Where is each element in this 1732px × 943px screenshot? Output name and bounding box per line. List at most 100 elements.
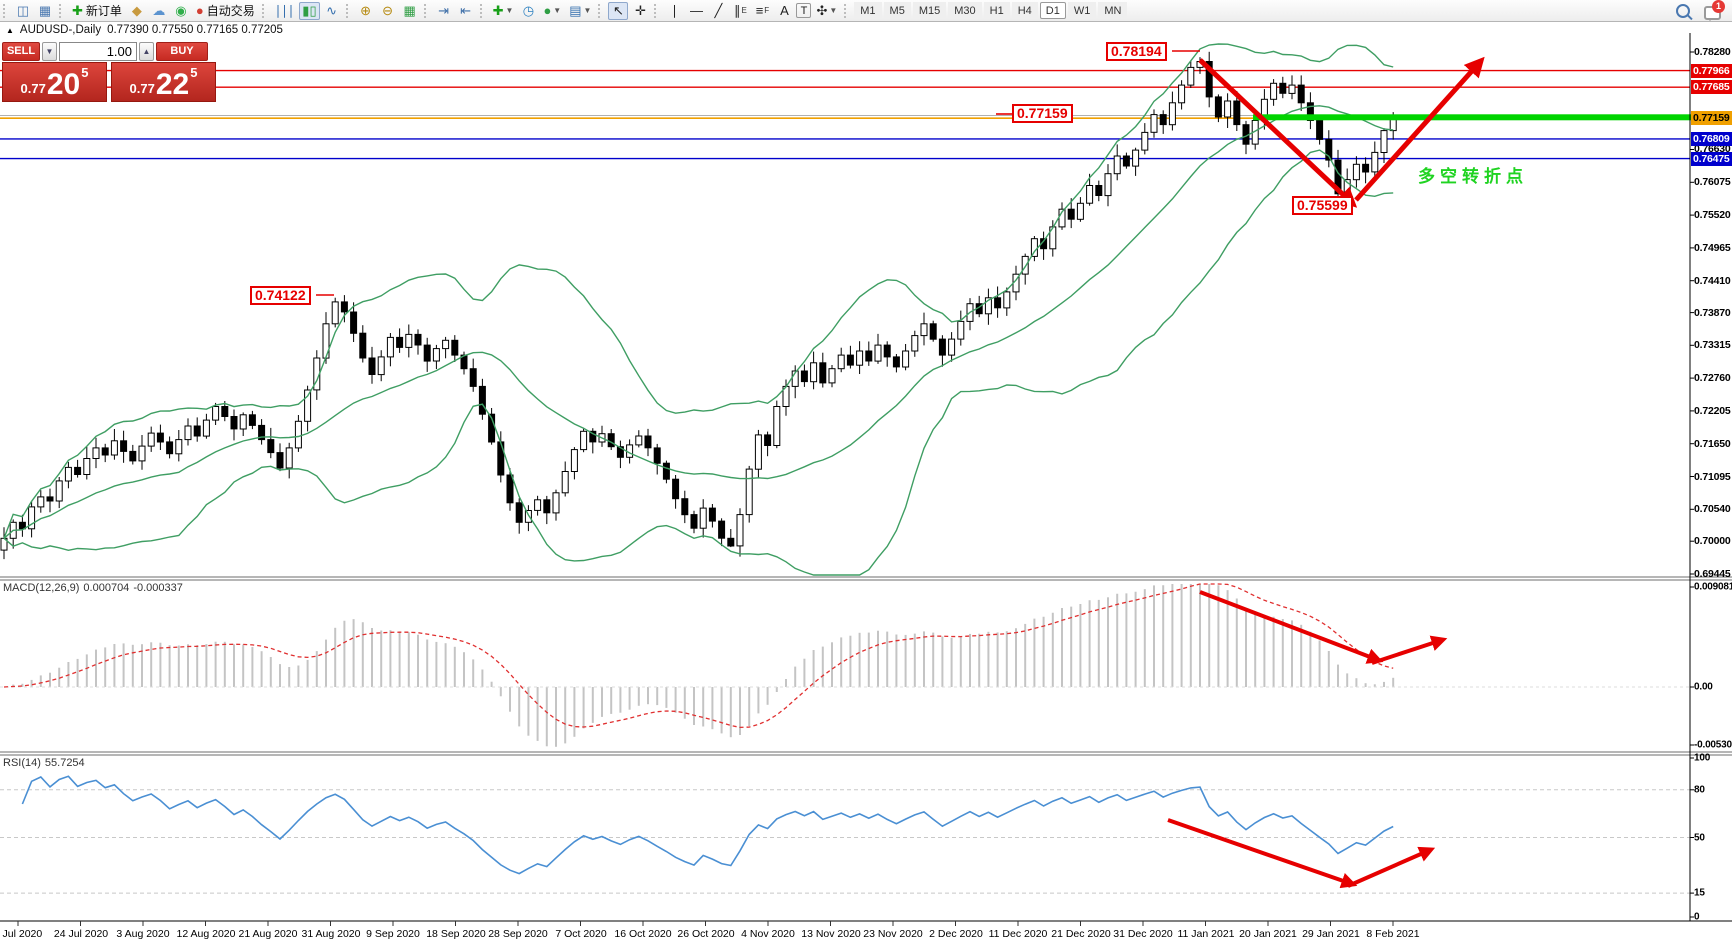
vertical-line-button[interactable]: ∣ [664,2,684,20]
cursor-button[interactable]: ↖ [608,1,629,20]
zoom-out-button[interactable]: ⊖ [378,2,398,20]
profile-button[interactable]: ● ▼ [540,2,564,20]
tile-windows-button[interactable]: ▦ [400,2,420,20]
volume-down-button[interactable]: ▼ [42,41,57,61]
collapse-arrow-icon[interactable]: ▲ [6,25,14,35]
volume-up-button[interactable]: ▲ [139,41,154,61]
toolbar-drag-handle [423,3,429,18]
date-tick-label: 31 Aug 2020 [301,928,361,940]
trend-arrows [316,50,1485,889]
price-level-badge: 0.77685 [1691,80,1732,94]
period-clock-icon: ◷ [522,2,535,18]
fibonacci-icon: ≡ [755,2,764,18]
notification-badge: 1 [1712,0,1725,13]
horizontal-line-button[interactable]: — [686,2,706,20]
candlestick-chart-button[interactable]: ▮▯ [299,1,320,20]
new-order-button[interactable]: ✚ 新订单 [69,2,125,20]
fibonacci-button[interactable]: ≡ F [752,2,772,20]
label-button[interactable]: T [796,3,812,18]
date-tick-label: 16 Oct 2020 [614,928,672,940]
price-tick-label: 0.73315 [1694,339,1731,351]
tick-chart-button[interactable]: ▦ [35,2,55,20]
date-tick-label: 29 Jan 2021 [1302,928,1360,940]
price-tick-label: 0.69445 [1694,568,1731,580]
toolbar-right: 1 [1676,0,1725,21]
price-tick-label: 0.74410 [1694,275,1731,287]
timeframe-h4[interactable]: H4 [1011,2,1038,19]
rsi-tick-label: 80 [1694,784,1705,796]
toolbar-group: ✚ ▼ ◷ ● ▼ ▤ ▼ [489,0,596,21]
sell-price-big: 20 [46,68,81,101]
toolbar-group: ◫ ▦ [12,0,56,21]
add-indicator-button[interactable]: ✚ ▼ [490,2,517,20]
toolbar-group: ✚ 新订单 ◆ ☁ ◉ ● 自动交易 [68,0,259,21]
zoom-in-button[interactable]: ⊕ [356,2,376,20]
timeframe-m1[interactable]: M1 [854,2,882,19]
date-tick-label: 24 Jul 2020 [53,928,109,940]
bar-chart-icon: ∣∣∣ [274,2,295,18]
macd-histogram [12,584,1395,747]
toolbar-drag-handle [654,3,659,18]
toolbar-group: ∣∣∣ ▮▯ ∿ [271,0,343,21]
chart-shift-icon: ⇤ [460,2,472,18]
signal-button[interactable]: ◉ [171,2,191,20]
chevron-down-icon: ▼ [553,5,562,15]
turning-point-note: 多空转折点 [1418,167,1528,186]
crosshair-button[interactable]: ✛ [630,2,650,20]
text-button[interactable]: A [774,2,794,20]
timeframe-m5[interactable]: M5 [883,2,911,19]
autotrade-button[interactable]: ● 自动交易 [193,2,258,20]
sell-quote-button[interactable]: 0.77 20 5 [2,62,107,102]
template-icon: ▤ [569,2,582,18]
date-tick-label: 20 Jan 2021 [1239,928,1297,940]
toolbar-drag-handle [59,3,64,18]
template-button[interactable]: ▤ ▼ [566,2,594,20]
chart-shift-button[interactable]: ⇤ [456,2,476,20]
date-tick-label: 2 Dec 2020 [929,928,983,940]
sell-button[interactable]: SELL [2,41,40,61]
autotrade-icon-label: 自动交易 [206,3,255,18]
date-tick-label: 28 Sep 2020 [488,928,548,940]
chevron-down-icon: ▼ [829,5,838,15]
timeframe-m30[interactable]: M30 [948,2,982,19]
arrows-icon: ✣ [816,2,828,18]
notifications-button[interactable]: 1 [1704,0,1725,21]
date-tick-label: 7 Oct 2020 [555,928,607,940]
arrows-button[interactable]: ✣ ▼ [813,2,840,20]
timeframe-m15[interactable]: M15 [912,2,947,19]
search-icon[interactable] [1676,3,1693,20]
equidistant-channel-button[interactable]: ∥ E [730,2,750,20]
toolbar-groups: ◫ ▦ ✚ 新订单 ◆ ☁ ◉ ● 自动交易 ∣∣∣ ▮▯ ∿ ⊕ ⊖ ▦ ⇥ ⇤ ✚ ▼ ◷ ● ▼ ▤ ▼ ↖ ✛ ∣ — ╱ ∥ E ≡… [0,0,841,21]
timeframe-d1[interactable]: D1 [1039,2,1066,19]
trendline-icon: ╱ [714,2,723,18]
zoom-in-icon: ⊕ [360,2,372,18]
timeframe-h1[interactable]: H1 [983,2,1010,19]
buy-quote-button[interactable]: 0.77 22 5 [111,62,216,102]
autotrade-icon: ● [195,2,204,18]
auto-scroll-button[interactable]: ⇥ [434,2,454,20]
bollinger-middle [3,105,1394,539]
macd-signal-line [3,583,1394,729]
timeframe-mn[interactable]: MN [1098,2,1128,19]
buy-button[interactable]: BUY [156,41,208,61]
timeframe-w1[interactable]: W1 [1067,2,1097,19]
bar-chart-button[interactable]: ∣∣∣ [272,2,298,20]
line-chart-button[interactable]: ∿ [322,2,342,20]
chart-window-button[interactable]: ◫ [13,2,33,20]
price-tick-label: 0.73870 [1694,307,1731,319]
volume-input[interactable] [59,41,137,61]
early-peak-price-label: 0.74122 [250,286,311,305]
date-tick-label: 11 Jan 2021 [1177,928,1235,940]
date-tick-label: 21 Aug 2020 [238,928,298,940]
trendline-button[interactable]: ╱ [708,2,728,20]
new-order-icon: ✚ [72,2,83,18]
green-level-segment [1253,114,1691,121]
toolbar-drag-handle [345,3,351,18]
toolbar-drag-handle [598,3,603,18]
period-clock-button[interactable]: ◷ [518,2,538,20]
chart-upload-button[interactable]: ☁ [149,2,169,20]
price-tick-label: 0.71650 [1694,438,1731,450]
eraser-button[interactable]: ◆ [127,2,147,20]
sell-price-prefix: 0.77 [20,81,46,96]
